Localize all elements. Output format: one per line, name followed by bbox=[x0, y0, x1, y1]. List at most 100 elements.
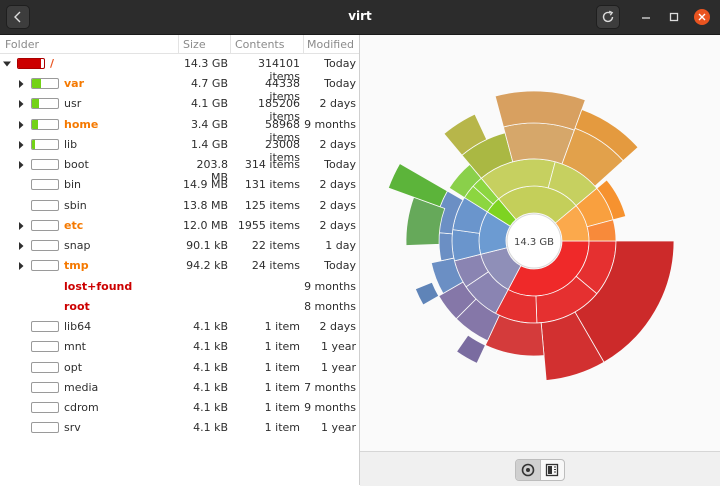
pane-divider[interactable] bbox=[359, 35, 360, 485]
expander-right-icon[interactable] bbox=[17, 140, 25, 150]
tree-row[interactable]: usr 4.1 GB 185206 items 2 days bbox=[0, 94, 359, 123]
folder-modified: 9 months bbox=[304, 279, 356, 293]
folder-name: lib bbox=[64, 137, 78, 151]
tree-row[interactable]: sbin 13.8 MB 125 items 2 days bbox=[0, 196, 359, 216]
tree-row[interactable]: bin 14.9 MB 131 items 2 days bbox=[0, 175, 359, 195]
column-folder[interactable]: Folder bbox=[5, 38, 39, 51]
expander-right-icon[interactable] bbox=[17, 221, 25, 231]
folder-name: bin bbox=[64, 178, 82, 192]
tree-row[interactable]: cdrom 4.1 kB 1 item 9 months bbox=[0, 398, 359, 418]
column-separator bbox=[178, 35, 179, 53]
tree-row[interactable]: var 4.7 GB 44338 items Today bbox=[0, 74, 359, 103]
tree-row[interactable]: etc 12.0 MB 1955 items 2 days bbox=[0, 216, 359, 236]
ring-segment[interactable] bbox=[540, 311, 605, 381]
folder-size: 94.2 kB bbox=[186, 259, 228, 273]
tree-row[interactable]: media 4.1 kB 1 item 7 months bbox=[0, 378, 359, 398]
tree-row[interactable]: root 8 months bbox=[0, 297, 359, 317]
column-modified[interactable]: Modified bbox=[307, 38, 354, 51]
folder-name: usr bbox=[64, 97, 82, 111]
folder-size: 4.1 kB bbox=[193, 320, 228, 333]
expander-right-icon[interactable] bbox=[17, 120, 25, 130]
folder-contents: 23008 items bbox=[265, 137, 300, 164]
ring-segment[interactable] bbox=[502, 122, 575, 165]
folder-size: 1.4 GB bbox=[190, 137, 228, 151]
folder-modified: 2 days bbox=[319, 178, 356, 192]
folder-modified: 7 months bbox=[304, 380, 356, 394]
ring-segment[interactable] bbox=[414, 281, 440, 306]
expander-right-icon[interactable] bbox=[17, 241, 25, 251]
folder-contents: 44338 items bbox=[265, 77, 300, 103]
folder-name: root bbox=[64, 299, 90, 313]
ring-segment[interactable] bbox=[574, 108, 639, 162]
close-button[interactable] bbox=[694, 9, 710, 25]
close-icon bbox=[698, 13, 706, 21]
ring-segment[interactable] bbox=[586, 219, 617, 242]
folder-contents: 1955 items bbox=[237, 218, 300, 232]
maximize-button[interactable] bbox=[668, 11, 680, 23]
ring-segment[interactable] bbox=[387, 162, 448, 208]
title-bar: virt bbox=[0, 0, 720, 35]
usage-bar bbox=[31, 138, 59, 150]
folder-name: lost+found bbox=[64, 279, 133, 293]
tree-row[interactable]: mnt 4.1 kB 1 item 1 year bbox=[0, 337, 359, 357]
usage-bar bbox=[31, 381, 59, 393]
tree-row[interactable]: srv 4.1 kB 1 item 1 year bbox=[0, 418, 359, 438]
usage-bar bbox=[31, 260, 59, 272]
tree-row-root[interactable]: / 14.3 GB 314101 items Today bbox=[0, 54, 359, 83]
folder-modified: Today bbox=[324, 259, 356, 273]
folder-name: srv bbox=[64, 421, 81, 435]
folder-contents: 1 item bbox=[264, 360, 300, 374]
folder-size: 203.8 MB bbox=[196, 158, 229, 184]
tree-row[interactable]: snap 90.1 kB 22 items 1 day bbox=[0, 236, 359, 256]
folder-contents: 1 item bbox=[264, 380, 300, 394]
folder-name: mnt bbox=[64, 340, 86, 354]
column-contents[interactable]: Contents bbox=[235, 38, 285, 51]
ring-segment[interactable] bbox=[456, 334, 486, 364]
expander-right-icon[interactable] bbox=[17, 160, 25, 170]
treemap-chart-icon bbox=[546, 463, 559, 477]
usage-bar bbox=[31, 341, 59, 353]
maximize-icon bbox=[669, 12, 679, 22]
folder-size: 4.1 kB bbox=[193, 380, 228, 394]
folder-size: 4.7 GB bbox=[190, 77, 228, 90]
expander-right-icon[interactable] bbox=[17, 99, 25, 109]
chart-panel: 14.3 GB bbox=[360, 35, 720, 485]
rings-chart[interactable]: 14.3 GB bbox=[360, 35, 720, 451]
tree-row[interactable]: opt 4.1 kB 1 item 1 year bbox=[0, 358, 359, 378]
usage-bar-fill bbox=[32, 119, 39, 129]
usage-bar bbox=[31, 118, 59, 130]
usage-bar bbox=[31, 422, 59, 434]
folder-tree-panel: Folder Size Contents Modified / 14.3 GB … bbox=[0, 35, 359, 485]
window-title: virt bbox=[348, 9, 372, 23]
treemap-chart-button[interactable] bbox=[541, 460, 565, 480]
folder-name: tmp bbox=[64, 259, 89, 273]
folder-size: 4.1 kB bbox=[193, 360, 228, 374]
tree-row[interactable]: lib 1.4 GB 23008 items 2 days bbox=[0, 135, 359, 164]
column-separator bbox=[230, 35, 231, 53]
usage-bar bbox=[31, 240, 59, 251]
tree-row[interactable]: tmp 94.2 kB 24 items Today bbox=[0, 256, 359, 276]
tree-row[interactable]: home 3.4 GB 58968 items 9 months bbox=[0, 115, 359, 144]
ring-segment[interactable] bbox=[438, 232, 455, 262]
reload-button[interactable] bbox=[596, 5, 620, 29]
rings-chart-button[interactable] bbox=[516, 460, 540, 480]
folder-contents: 24 items bbox=[251, 259, 300, 273]
folder-name: cdrom bbox=[64, 401, 99, 414]
center-circle[interactable] bbox=[506, 213, 562, 269]
tree-row[interactable]: boot 203.8 MB 314 items Today bbox=[0, 155, 359, 184]
expander-down-icon[interactable] bbox=[3, 59, 11, 69]
minimize-button[interactable] bbox=[640, 11, 652, 23]
folder-modified: 1 year bbox=[320, 421, 356, 435]
folder-name: boot bbox=[64, 158, 89, 171]
expander-right-icon[interactable] bbox=[17, 261, 25, 271]
ring-segment[interactable] bbox=[443, 113, 488, 156]
tree-row[interactable]: lost+found 9 months bbox=[0, 277, 359, 297]
folder-contents: 22 items bbox=[251, 239, 300, 252]
ring-segment[interactable] bbox=[596, 179, 627, 221]
segment-separator bbox=[539, 460, 541, 480]
tree-row[interactable]: lib64 4.1 kB 1 item 2 days bbox=[0, 317, 359, 337]
back-button[interactable] bbox=[6, 5, 30, 29]
expander-right-icon[interactable] bbox=[17, 79, 25, 89]
folder-contents: 58968 items bbox=[265, 117, 300, 144]
column-size[interactable]: Size bbox=[183, 38, 206, 51]
